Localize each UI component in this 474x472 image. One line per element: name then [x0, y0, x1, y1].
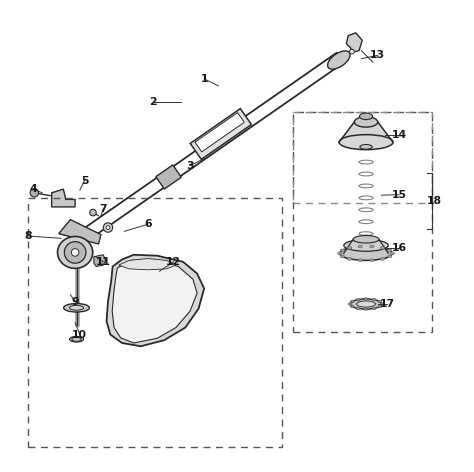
Polygon shape	[195, 113, 244, 152]
Ellipse shape	[370, 245, 374, 248]
Ellipse shape	[356, 298, 360, 301]
Ellipse shape	[340, 249, 345, 252]
Ellipse shape	[380, 246, 384, 249]
Text: 18: 18	[427, 196, 442, 206]
Text: 17: 17	[380, 299, 395, 309]
Ellipse shape	[358, 259, 362, 261]
Text: 9: 9	[72, 297, 79, 307]
Ellipse shape	[378, 300, 382, 303]
Bar	[28, 198, 282, 447]
Text: 4: 4	[29, 184, 36, 194]
Text: 16: 16	[392, 243, 406, 253]
Ellipse shape	[347, 257, 352, 260]
Ellipse shape	[360, 144, 372, 149]
Ellipse shape	[378, 305, 382, 308]
Ellipse shape	[388, 249, 392, 252]
Ellipse shape	[350, 299, 382, 309]
Polygon shape	[52, 189, 75, 207]
Ellipse shape	[388, 255, 392, 258]
Ellipse shape	[364, 298, 368, 300]
Text: 5: 5	[81, 176, 88, 185]
Text: 15: 15	[392, 190, 406, 200]
Polygon shape	[190, 109, 251, 160]
Ellipse shape	[380, 257, 384, 260]
Ellipse shape	[347, 246, 352, 249]
Ellipse shape	[328, 51, 350, 69]
Text: 1: 1	[201, 74, 208, 84]
Circle shape	[90, 209, 96, 216]
Ellipse shape	[70, 305, 83, 310]
Ellipse shape	[344, 239, 388, 251]
Text: 11: 11	[96, 257, 111, 267]
Ellipse shape	[70, 337, 83, 342]
Ellipse shape	[380, 303, 384, 305]
Text: 7: 7	[100, 204, 107, 214]
Text: 3: 3	[186, 160, 194, 170]
Ellipse shape	[372, 307, 376, 310]
Ellipse shape	[359, 113, 373, 119]
Circle shape	[72, 249, 79, 256]
Ellipse shape	[340, 246, 392, 261]
Ellipse shape	[57, 236, 93, 269]
Ellipse shape	[354, 117, 378, 127]
Polygon shape	[59, 219, 101, 244]
Text: 10: 10	[73, 329, 87, 339]
Polygon shape	[72, 337, 81, 342]
Text: 8: 8	[25, 231, 32, 241]
Text: 12: 12	[166, 257, 181, 267]
Ellipse shape	[358, 245, 362, 248]
Text: 13: 13	[370, 51, 385, 60]
Text: 2: 2	[149, 97, 156, 107]
Circle shape	[64, 242, 86, 263]
Bar	[293, 112, 432, 332]
Text: 6: 6	[144, 219, 152, 229]
Ellipse shape	[337, 252, 342, 255]
Ellipse shape	[372, 298, 376, 301]
Polygon shape	[119, 259, 176, 270]
Ellipse shape	[364, 308, 368, 311]
Ellipse shape	[350, 300, 354, 303]
Circle shape	[350, 49, 354, 54]
Ellipse shape	[356, 307, 360, 310]
Polygon shape	[339, 122, 393, 142]
Ellipse shape	[353, 236, 379, 243]
Circle shape	[103, 223, 113, 232]
Ellipse shape	[348, 303, 352, 305]
Ellipse shape	[64, 303, 90, 312]
Text: 14: 14	[392, 130, 406, 140]
Circle shape	[30, 189, 38, 197]
Ellipse shape	[340, 255, 345, 258]
Ellipse shape	[370, 259, 374, 261]
Ellipse shape	[339, 135, 393, 150]
Polygon shape	[346, 33, 362, 53]
Bar	[293, 112, 432, 203]
Ellipse shape	[350, 305, 354, 308]
Circle shape	[106, 226, 110, 229]
Ellipse shape	[390, 252, 394, 255]
Polygon shape	[156, 165, 182, 189]
Polygon shape	[112, 260, 197, 343]
Ellipse shape	[360, 236, 372, 239]
Polygon shape	[107, 255, 204, 346]
Polygon shape	[94, 255, 106, 267]
Ellipse shape	[356, 301, 375, 307]
